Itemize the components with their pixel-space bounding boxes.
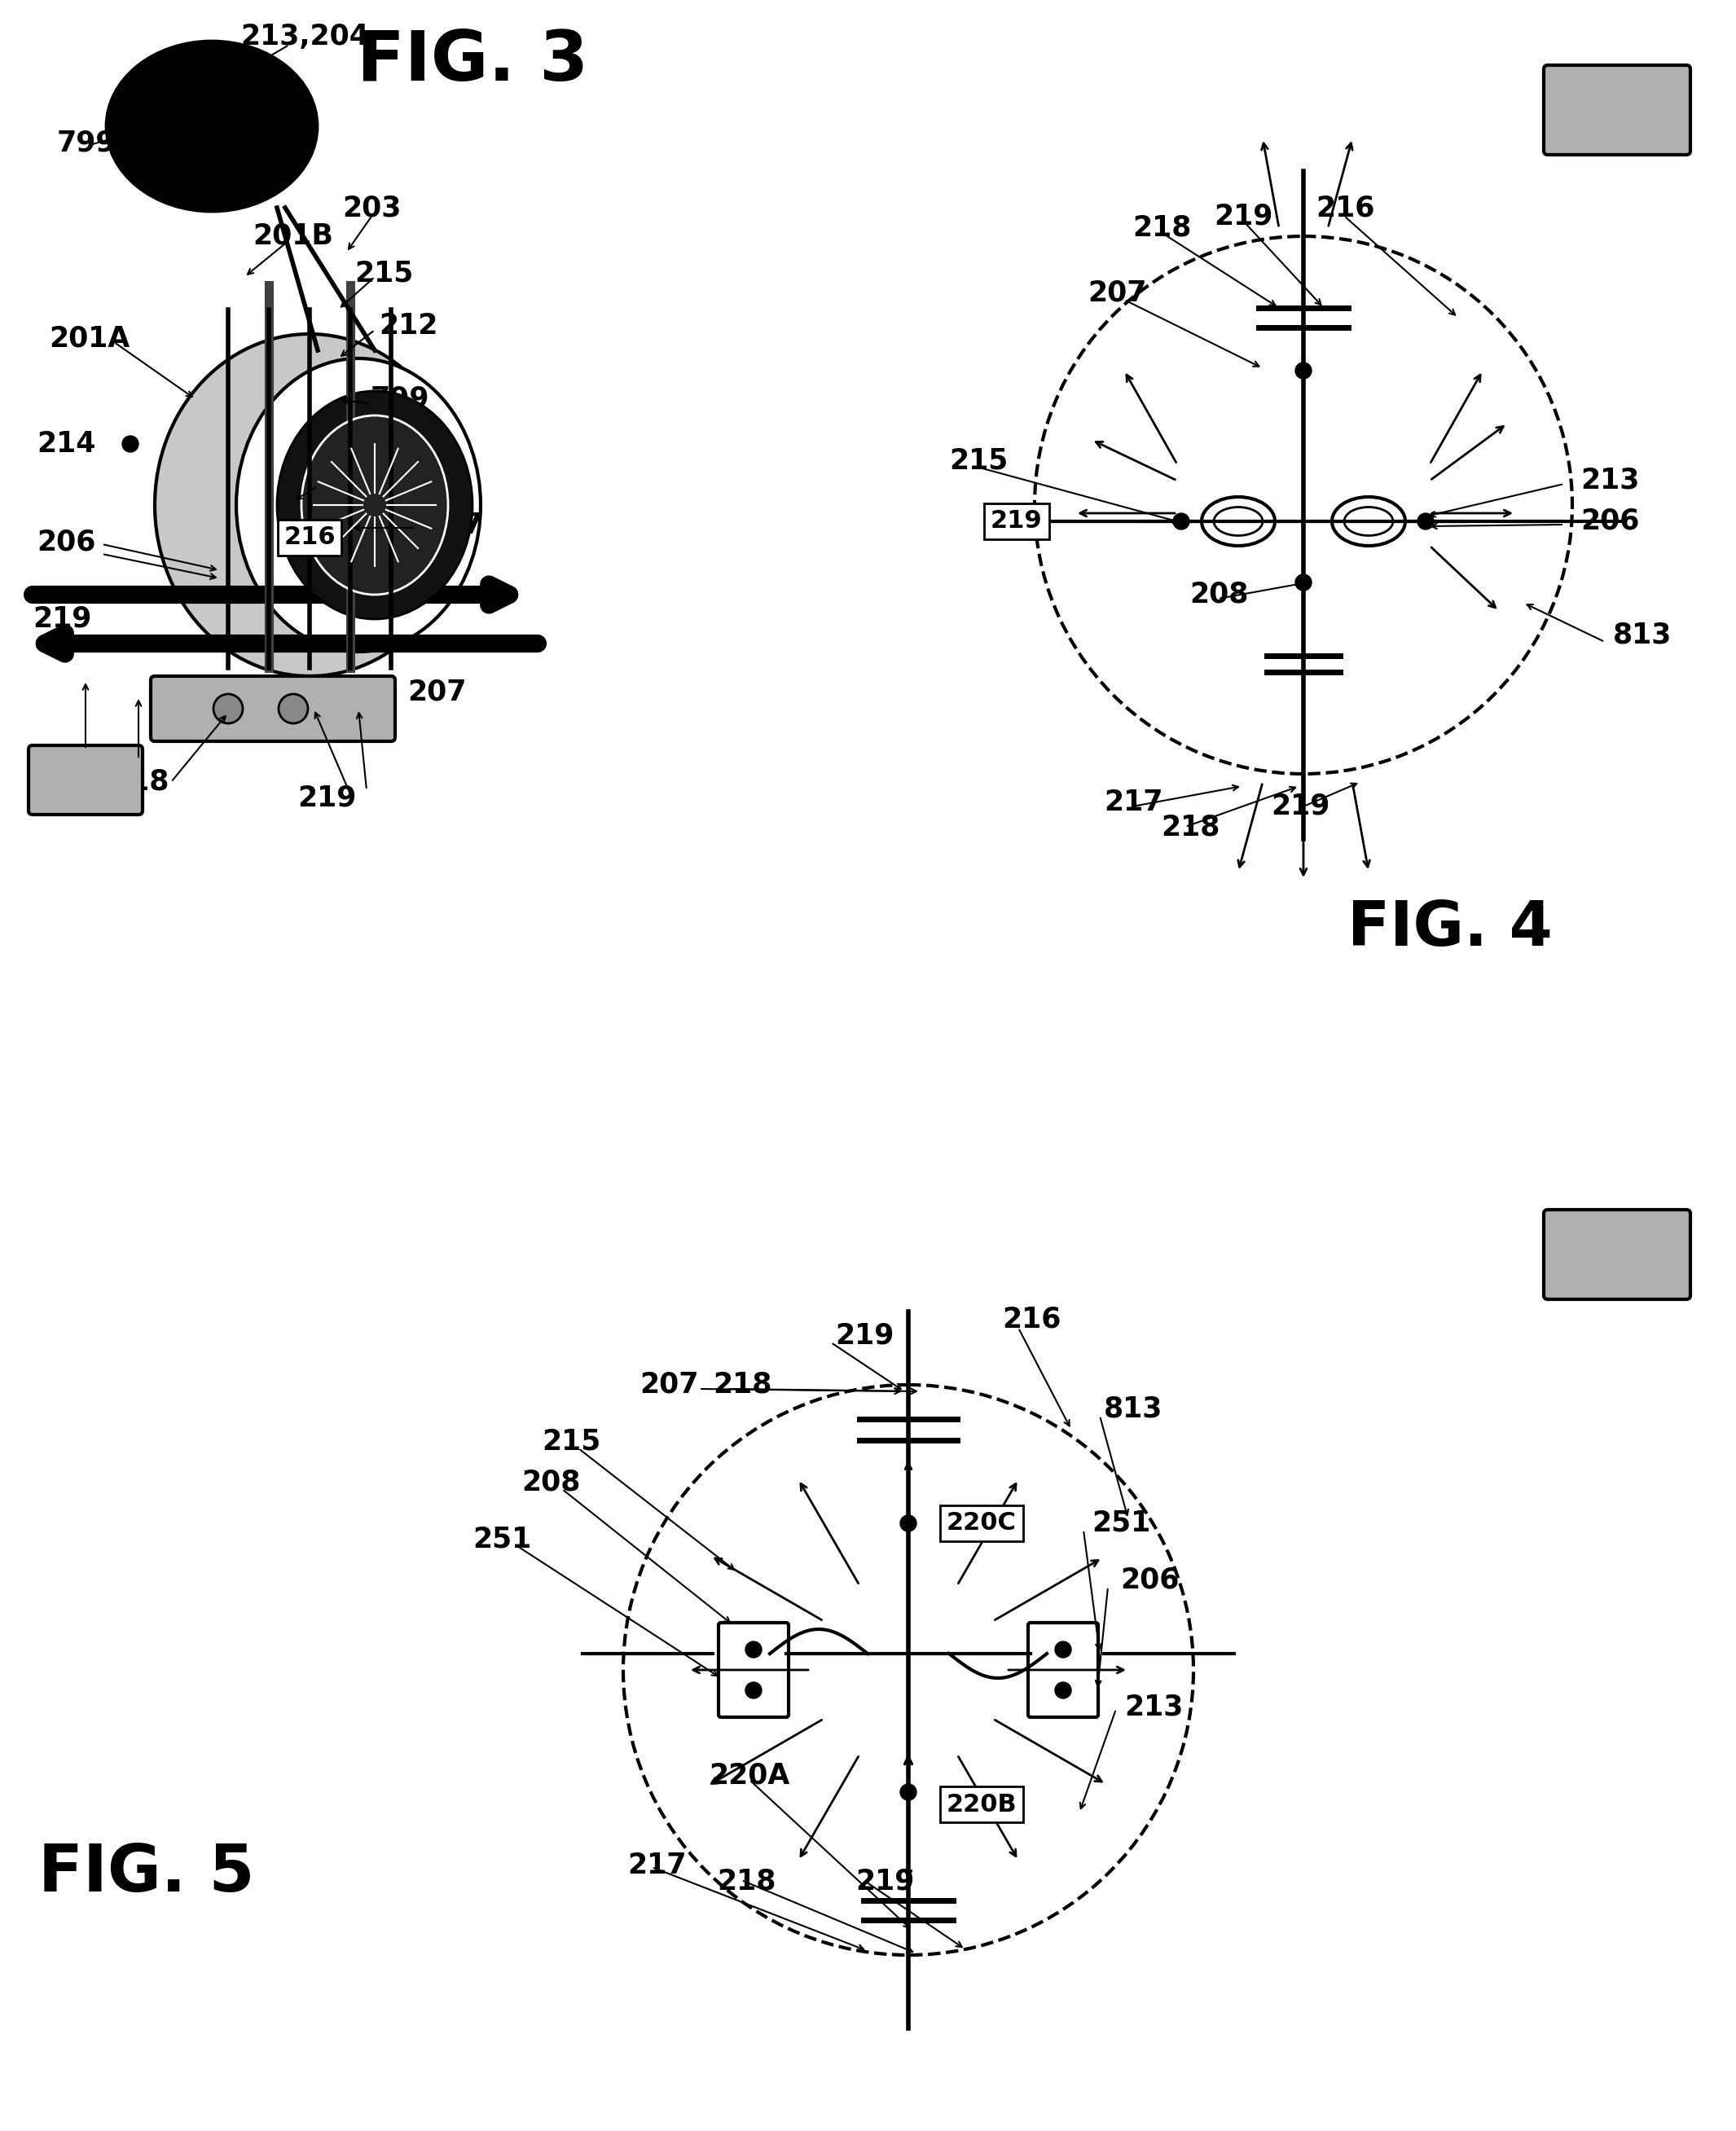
Text: 251: 251 <box>472 1526 531 1553</box>
Circle shape <box>745 1641 762 1658</box>
FancyBboxPatch shape <box>28 746 142 814</box>
FancyBboxPatch shape <box>719 1622 788 1718</box>
Ellipse shape <box>236 358 481 652</box>
Text: 201B: 201B <box>252 222 333 249</box>
Text: FIG. 3: FIG. 3 <box>356 28 589 96</box>
Text: 207: 207 <box>408 678 467 705</box>
Text: 219: 219 <box>33 605 92 633</box>
Text: 212: 212 <box>378 311 437 339</box>
Circle shape <box>1418 514 1434 528</box>
Text: 219: 219 <box>991 509 1043 533</box>
Text: 220B: 220B <box>946 1792 1017 1816</box>
Text: 220A: 220A <box>708 1762 790 1790</box>
Text: 213: 213 <box>1125 1692 1184 1720</box>
Text: 216: 216 <box>1316 194 1375 222</box>
Text: FIG. 4: FIG. 4 <box>1347 899 1552 959</box>
Text: 218: 218 <box>109 767 168 795</box>
Text: 206: 206 <box>1120 1566 1179 1594</box>
Text: 216: 216 <box>1002 1306 1061 1334</box>
FancyBboxPatch shape <box>1028 1622 1099 1718</box>
Text: 213: 213 <box>1580 467 1639 494</box>
Ellipse shape <box>1213 507 1262 535</box>
Text: 813: 813 <box>1104 1396 1163 1424</box>
Text: 219: 219 <box>297 784 356 812</box>
FancyBboxPatch shape <box>1543 66 1691 156</box>
Text: 215: 215 <box>950 445 1009 473</box>
Text: 203: 203 <box>342 194 401 222</box>
Text: 213,204: 213,204 <box>240 23 370 51</box>
Text: 220C: 220C <box>946 1511 1017 1534</box>
Text: 219: 219 <box>1271 793 1330 820</box>
Circle shape <box>1174 514 1189 528</box>
Ellipse shape <box>1201 497 1274 546</box>
Ellipse shape <box>278 390 472 620</box>
Text: 219: 219 <box>835 1321 894 1349</box>
Ellipse shape <box>155 335 464 676</box>
Text: 251: 251 <box>1092 1509 1151 1536</box>
Text: 218: 218 <box>1161 812 1220 840</box>
Text: 218: 218 <box>717 1869 776 1897</box>
Ellipse shape <box>1344 507 1392 535</box>
Text: 799: 799 <box>372 386 431 413</box>
Text: 218: 218 <box>713 1370 773 1398</box>
Text: 214: 214 <box>36 430 95 458</box>
Text: 5-1: 5-1 <box>1588 1238 1646 1270</box>
Text: 201A: 201A <box>49 324 130 352</box>
Text: 217: 217 <box>627 1852 686 1880</box>
Circle shape <box>278 695 307 722</box>
Circle shape <box>901 1784 917 1801</box>
Ellipse shape <box>1332 497 1404 546</box>
Text: 219: 219 <box>1213 202 1272 230</box>
Circle shape <box>901 1515 917 1532</box>
Text: 215: 215 <box>354 260 413 288</box>
FancyBboxPatch shape <box>151 676 396 742</box>
Ellipse shape <box>106 40 318 211</box>
Circle shape <box>122 437 139 452</box>
Circle shape <box>1295 573 1312 590</box>
Text: 215: 215 <box>542 1428 601 1455</box>
Text: 217: 217 <box>1104 788 1163 816</box>
Text: 219: 219 <box>856 1869 915 1897</box>
Circle shape <box>1055 1641 1071 1658</box>
Text: 207: 207 <box>1087 279 1146 307</box>
Text: 207: 207 <box>639 1370 698 1398</box>
FancyBboxPatch shape <box>1543 1210 1691 1300</box>
Circle shape <box>214 695 243 722</box>
Text: 799: 799 <box>57 128 116 156</box>
Ellipse shape <box>236 358 481 652</box>
Text: 813: 813 <box>1613 622 1672 650</box>
Text: FIG. 5: FIG. 5 <box>38 1841 255 1905</box>
Circle shape <box>745 1681 762 1698</box>
Circle shape <box>1055 1681 1071 1698</box>
Text: 208: 208 <box>1189 582 1248 609</box>
Ellipse shape <box>302 416 448 595</box>
Text: 206: 206 <box>1580 507 1639 535</box>
Text: 217: 217 <box>424 511 483 539</box>
Text: 4-1: 4-1 <box>1588 94 1646 126</box>
Text: 208: 208 <box>521 1468 580 1496</box>
Text: 216: 216 <box>283 526 335 550</box>
Text: 206: 206 <box>36 528 95 556</box>
Text: 208: 208 <box>318 467 377 494</box>
Circle shape <box>1295 362 1312 379</box>
Text: 218: 218 <box>1132 215 1191 243</box>
Text: 1-2: 1-2 <box>59 767 113 795</box>
